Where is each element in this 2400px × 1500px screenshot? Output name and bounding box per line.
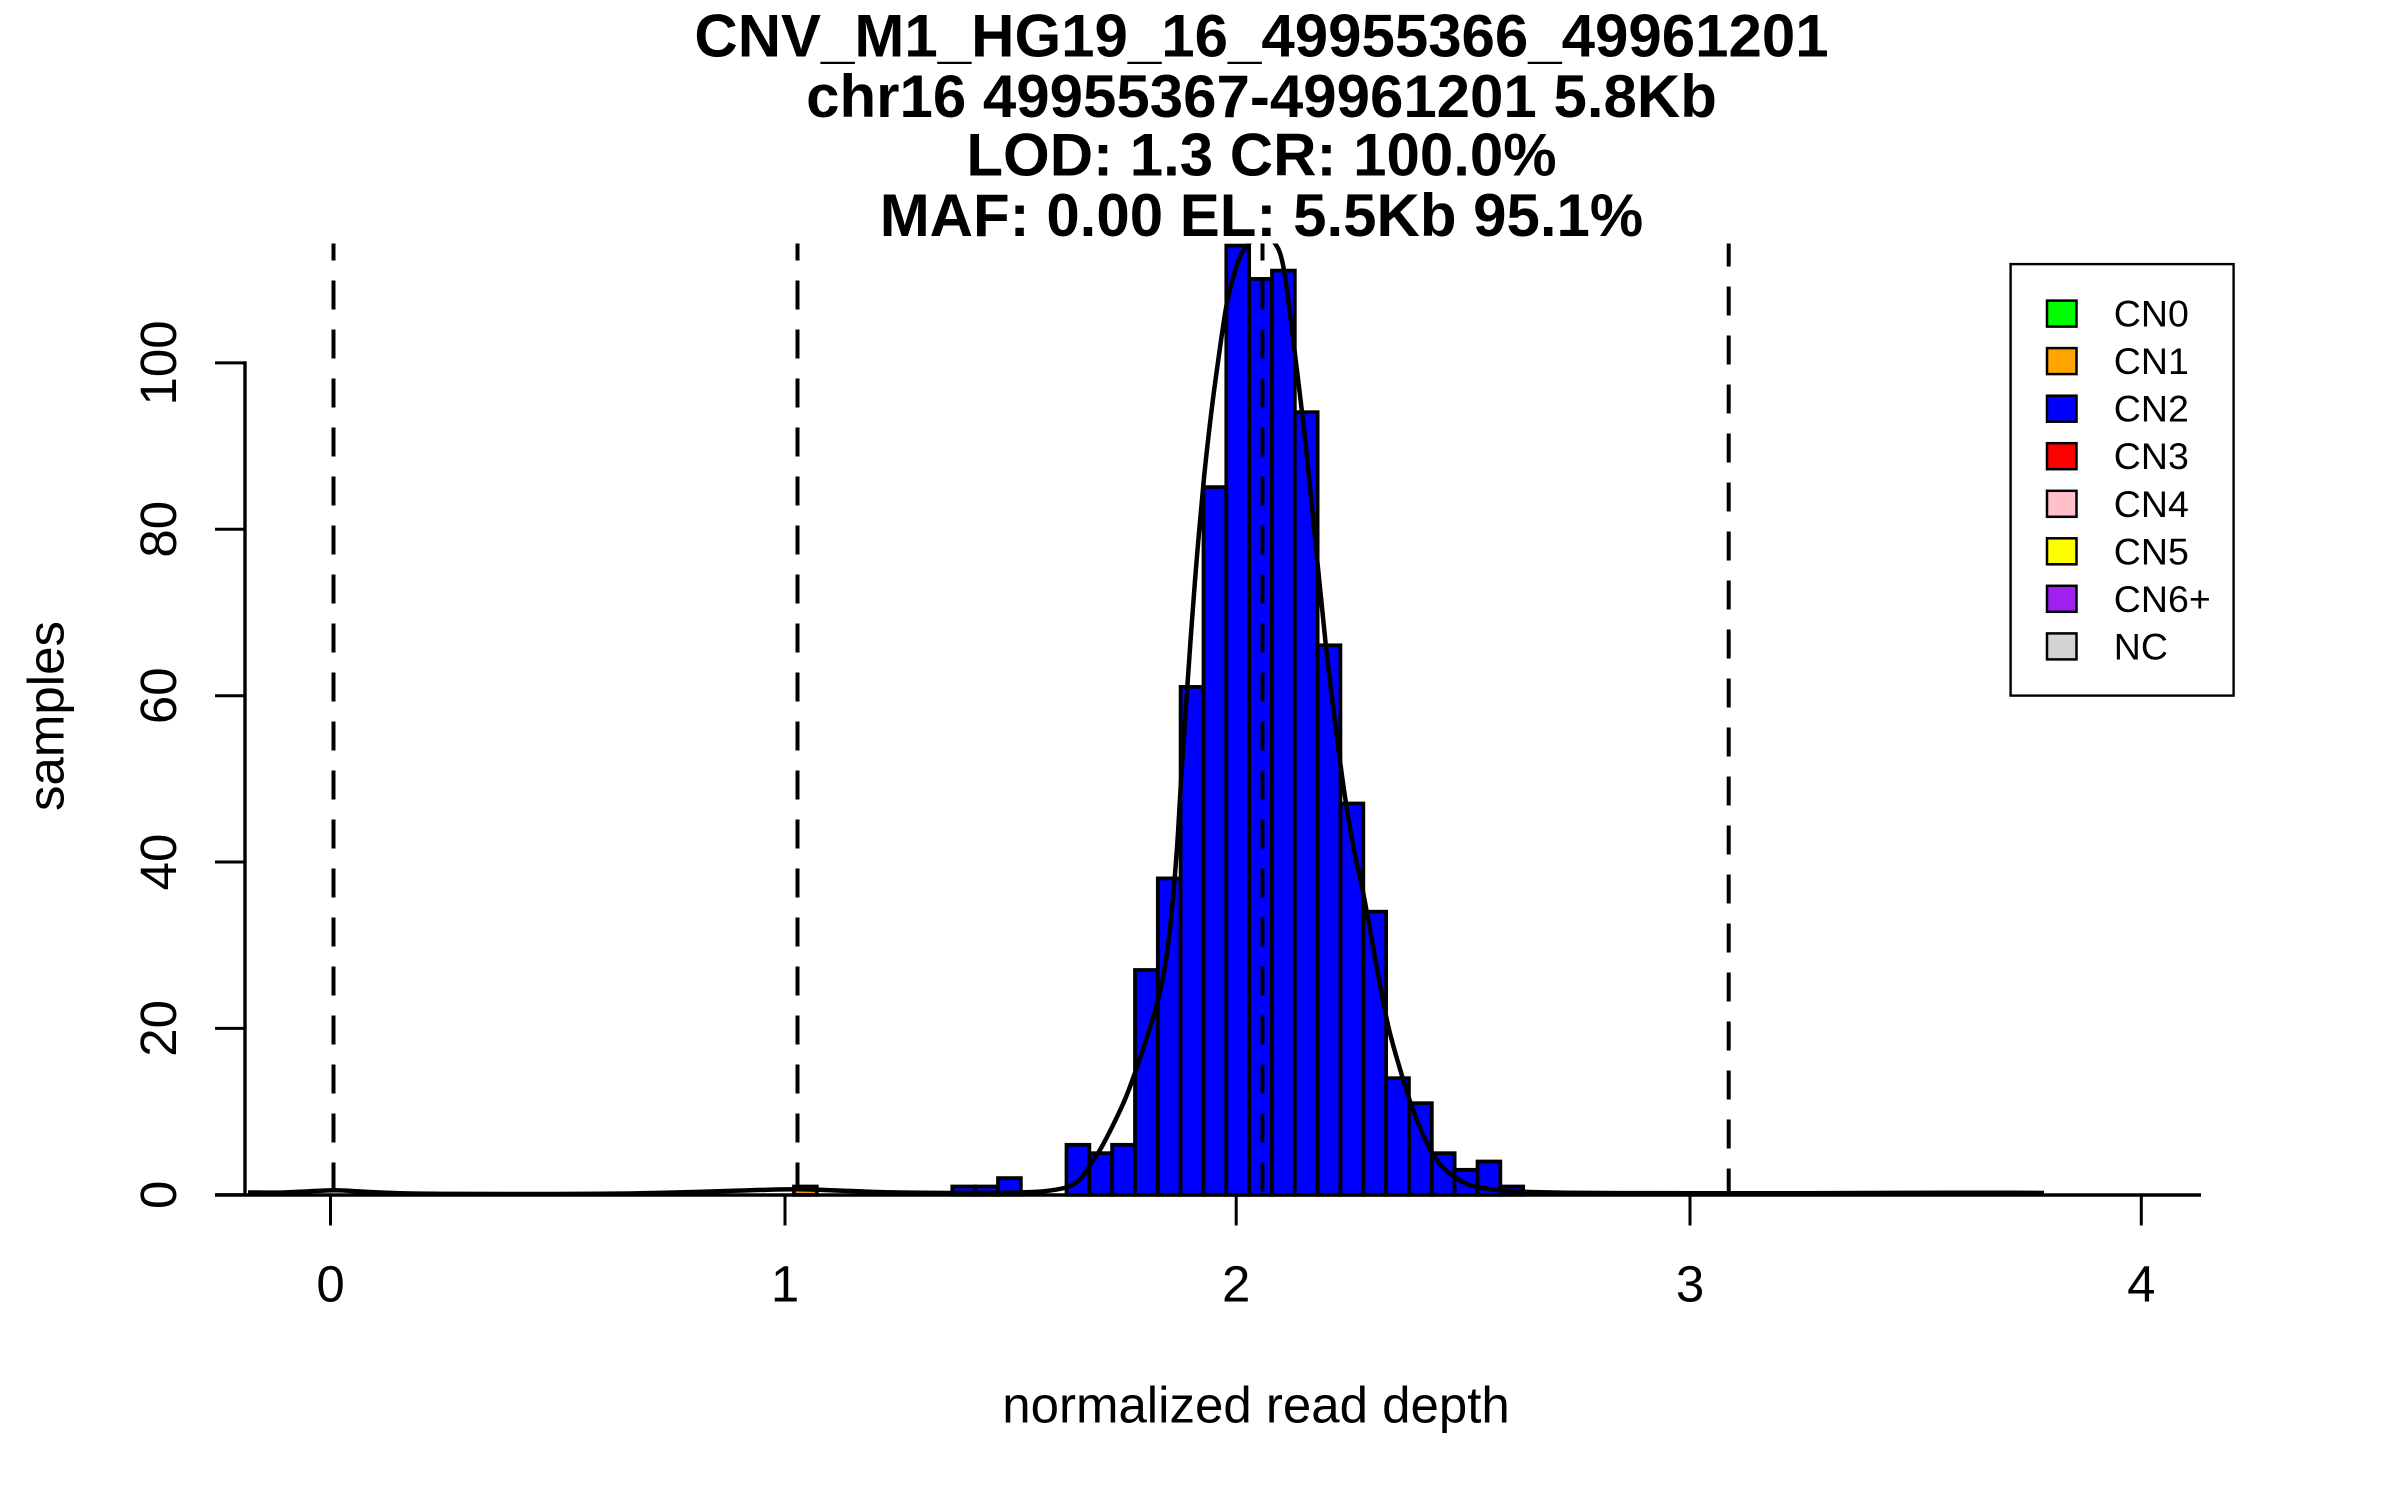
svg-text:2: 2 <box>1222 1256 1250 1313</box>
svg-text:100: 100 <box>130 320 187 405</box>
svg-text:normalized read depth: normalized read depth <box>1002 1377 1510 1434</box>
svg-text:LOD: 1.3 CR: 100.0%: LOD: 1.3 CR: 100.0% <box>966 121 1556 188</box>
svg-text:CN4: CN4 <box>2114 483 2189 525</box>
svg-text:80: 80 <box>130 501 187 558</box>
svg-text:1: 1 <box>771 1256 799 1313</box>
svg-text:40: 40 <box>130 834 187 891</box>
svg-text:MAF: 0.00 EL: 5.5Kb 95.1%: MAF: 0.00 EL: 5.5Kb 95.1% <box>880 182 1644 249</box>
svg-text:20: 20 <box>130 1000 187 1057</box>
svg-text:CNV_M1_HG19_16_49955366_499612: CNV_M1_HG19_16_49955366_49961201 <box>694 2 1828 69</box>
svg-text:3: 3 <box>1676 1256 1704 1313</box>
svg-text:CN1: CN1 <box>2114 340 2189 382</box>
svg-text:NC: NC <box>2114 625 2168 667</box>
svg-text:CN2: CN2 <box>2114 388 2189 430</box>
svg-text:60: 60 <box>130 667 187 724</box>
svg-text:CN3: CN3 <box>2114 435 2189 477</box>
svg-text:0: 0 <box>316 1256 344 1313</box>
svg-text:CN0: CN0 <box>2114 293 2189 335</box>
svg-text:CN6+: CN6+ <box>2114 578 2211 620</box>
svg-text:samples: samples <box>17 621 74 811</box>
svg-text:0: 0 <box>130 1181 187 1209</box>
svg-text:chr16 49955367-49961201 5.8Kb: chr16 49955367-49961201 5.8Kb <box>806 63 1717 130</box>
svg-text:4: 4 <box>2127 1256 2155 1313</box>
svg-text:CN5: CN5 <box>2114 530 2189 572</box>
